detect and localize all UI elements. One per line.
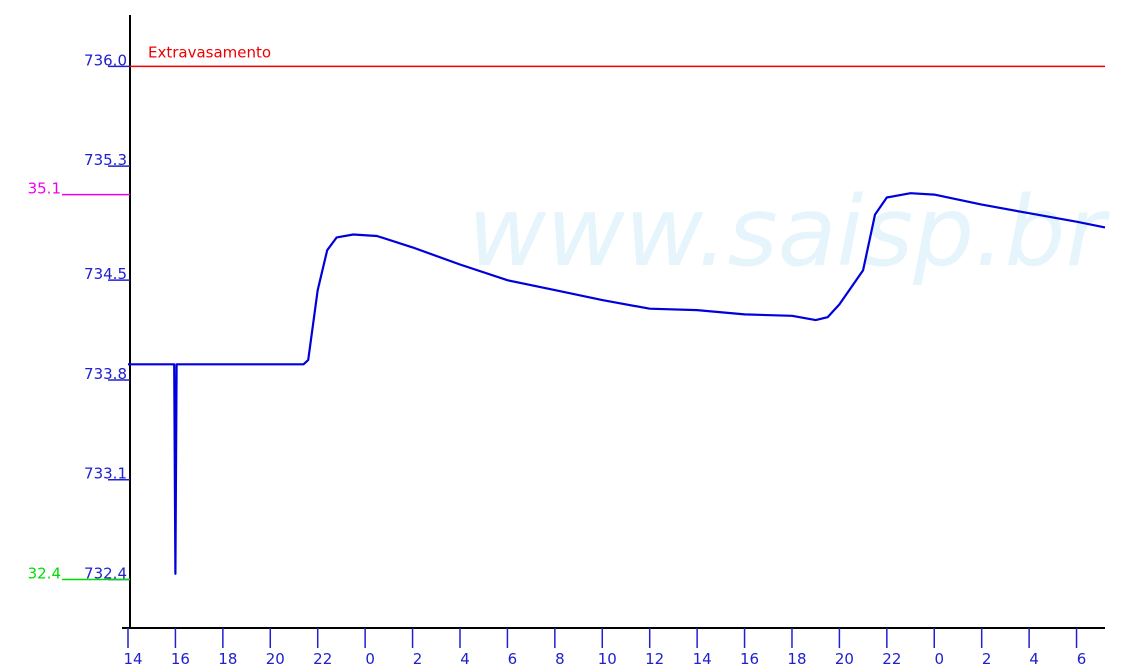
x-tick-label: 22	[882, 650, 901, 668]
x-tick-label: 4	[1029, 650, 1039, 668]
x-tick-label: 10	[598, 650, 617, 668]
x-tick-label: 6	[1077, 650, 1087, 668]
x-tick-label: 6	[508, 650, 518, 668]
x-tick-label: 22	[313, 650, 332, 668]
x-tick-label: 0	[365, 650, 375, 668]
x-tick-label: 8	[555, 650, 565, 668]
x-tick-label: 12	[645, 650, 664, 668]
x-tick-label: 20	[835, 650, 854, 668]
series-line	[128, 192, 1106, 575]
x-tick-label: 20	[266, 650, 285, 668]
x-tick-label: 0	[934, 650, 944, 668]
x-tick-label: 2	[413, 650, 423, 668]
reference-label: 35.1	[28, 180, 61, 198]
x-tick-label: 18	[218, 650, 237, 668]
x-tick-label: 2	[982, 650, 992, 668]
y-tick-label: 732.4	[84, 565, 127, 583]
reference-label: Extravasamento	[148, 43, 271, 61]
reference-label: 32.4	[28, 565, 61, 583]
y-tick-label: 736.0	[84, 51, 127, 69]
x-tick-label: 16	[740, 650, 759, 668]
y-tick-label: 733.8	[84, 365, 127, 383]
watermark: www.saisp.br	[468, 176, 1111, 288]
y-tick-label: 735.3	[84, 151, 127, 169]
y-tick-label: 733.1	[84, 465, 127, 483]
x-tick-label: 14	[123, 650, 142, 668]
x-tick-label: 4	[460, 650, 470, 668]
x-tick-label: 16	[171, 650, 190, 668]
y-tick-label: 734.5	[84, 265, 127, 283]
x-tick-label: 18	[787, 650, 806, 668]
x-tick-label: 14	[693, 650, 712, 668]
